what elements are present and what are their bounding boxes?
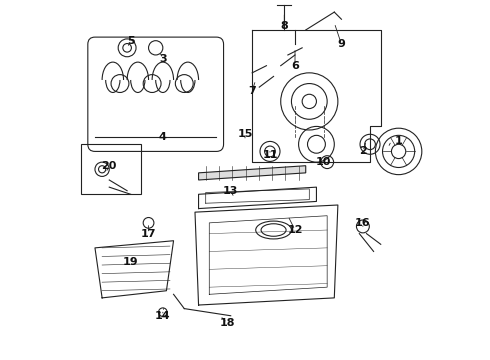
Polygon shape (198, 166, 306, 180)
Text: 13: 13 (223, 186, 239, 196)
Polygon shape (252, 30, 381, 162)
Text: 14: 14 (155, 311, 171, 321)
Polygon shape (95, 241, 173, 298)
Text: 15: 15 (237, 129, 253, 139)
Text: 4: 4 (159, 132, 167, 142)
Text: 9: 9 (338, 39, 345, 49)
Text: 2: 2 (359, 147, 367, 157)
Polygon shape (198, 187, 317, 208)
Text: 19: 19 (123, 257, 139, 267)
Text: 16: 16 (355, 218, 371, 228)
Polygon shape (195, 205, 338, 305)
Text: 20: 20 (101, 161, 117, 171)
Text: 3: 3 (159, 54, 167, 64)
Text: 8: 8 (280, 21, 288, 31)
Text: 6: 6 (291, 61, 299, 71)
Text: 7: 7 (248, 86, 256, 96)
Text: 18: 18 (220, 318, 235, 328)
Text: 5: 5 (127, 36, 134, 46)
Bar (81, 144, 142, 194)
Text: 11: 11 (262, 150, 278, 160)
Text: 12: 12 (287, 225, 303, 235)
Text: 1: 1 (395, 136, 402, 146)
Text: 10: 10 (316, 157, 331, 167)
Text: 17: 17 (141, 229, 156, 239)
